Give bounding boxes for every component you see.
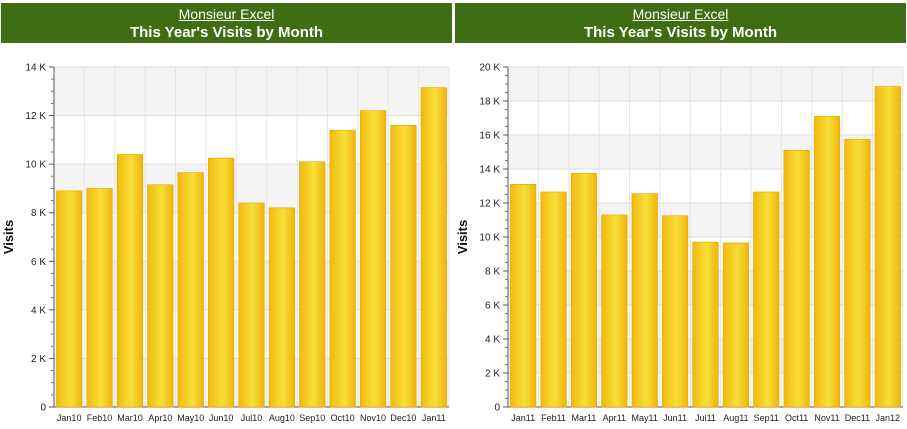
y-tick-label: 0 bbox=[494, 403, 500, 414]
bar-chart: 0 2 K 4 K 6 K 8 K 10 K 12 K 14 K 16 K 18 K 20 K Vis… bbox=[455, 63, 904, 423]
chart-title: This Year's Visits by Month bbox=[129, 24, 324, 41]
x-tick-label: Mar10 bbox=[117, 413, 143, 423]
x-tick-label: Aug11 bbox=[723, 413, 748, 423]
bar bbox=[420, 87, 447, 408]
bar bbox=[329, 129, 356, 408]
bar bbox=[601, 214, 628, 408]
bar bbox=[208, 157, 235, 408]
y-axis-label: Visits bbox=[1, 220, 16, 254]
y-tick-label: 10 K bbox=[479, 233, 500, 244]
y-tick-label: 18 K bbox=[479, 97, 500, 108]
grid-band bbox=[508, 67, 903, 101]
y-tick-label: 6 K bbox=[31, 257, 46, 268]
x-tick-label: Jul11 bbox=[695, 413, 716, 423]
bar bbox=[753, 191, 780, 408]
chart-panel-left: Monsieur Excel This Year's Visits by Mon… bbox=[1, 3, 452, 427]
bar-chart: 0 2 K 4 K 6 K 8 K 10 K 12 K 14 K Visits Jan10 Feb1… bbox=[1, 63, 450, 423]
y-tick-label: 12 K bbox=[25, 111, 46, 122]
bar bbox=[692, 241, 719, 408]
bar bbox=[662, 215, 689, 408]
bar bbox=[116, 154, 144, 408]
x-tick-label: Feb10 bbox=[87, 413, 113, 423]
y-tick-label: 2 K bbox=[485, 369, 500, 380]
chart-title: This Year's Visits by Month bbox=[583, 24, 778, 41]
bar bbox=[844, 138, 871, 408]
y-tick-label: 16 K bbox=[479, 131, 500, 142]
bar bbox=[783, 150, 810, 408]
y-tick-label: 12 K bbox=[479, 199, 500, 210]
y-tick-label: 14 K bbox=[25, 63, 46, 74]
chart-panel-right: Monsieur Excel This Year's Visits by Mon… bbox=[455, 3, 906, 427]
bar bbox=[359, 110, 387, 408]
y-axis-label: Visits bbox=[455, 220, 470, 254]
x-tick-label: Oct11 bbox=[785, 413, 808, 423]
x-tick-label: Jan11 bbox=[511, 413, 535, 423]
bar bbox=[510, 184, 537, 408]
x-tick-label: Jan12 bbox=[876, 413, 901, 423]
y-tick-label: 4 K bbox=[485, 335, 500, 346]
y-tick-label: 8 K bbox=[31, 208, 46, 219]
bar bbox=[147, 184, 174, 408]
x-tick-label: Apr11 bbox=[603, 413, 626, 423]
grid-band bbox=[508, 135, 903, 169]
x-tick-label: Sep11 bbox=[754, 413, 779, 423]
x-tick-label: May10 bbox=[177, 413, 204, 423]
bar bbox=[238, 202, 265, 408]
chart-header: Monsieur Excel This Year's Visits by Mon… bbox=[455, 3, 906, 43]
bar bbox=[540, 191, 567, 408]
site-link[interactable]: Monsieur Excel bbox=[178, 6, 275, 22]
x-tick-label: Aug10 bbox=[269, 413, 295, 423]
bar bbox=[299, 161, 326, 408]
chart-header: Monsieur Excel This Year's Visits by Mon… bbox=[1, 3, 452, 43]
x-tick-label: Oct10 bbox=[331, 413, 355, 423]
y-tick-label: 4 K bbox=[31, 305, 46, 316]
x-tick-label: Dec11 bbox=[845, 413, 870, 423]
x-tick-label: Jun11 bbox=[663, 413, 687, 423]
bar bbox=[570, 172, 598, 408]
bar bbox=[390, 124, 417, 408]
x-tick-label: Feb11 bbox=[541, 413, 566, 423]
bar bbox=[813, 116, 841, 408]
grid-band bbox=[508, 203, 903, 237]
y-tick-label: 20 K bbox=[479, 63, 500, 74]
x-tick-label: Nov11 bbox=[814, 413, 839, 423]
x-tick-label: Mar11 bbox=[572, 413, 597, 423]
x-tick-label: Jan11 bbox=[422, 413, 446, 423]
grid-band bbox=[54, 67, 449, 116]
x-tick-label: Apr10 bbox=[148, 413, 172, 423]
x-tick-label: May11 bbox=[632, 413, 658, 423]
bar bbox=[631, 193, 658, 408]
site-link[interactable]: Monsieur Excel bbox=[632, 6, 729, 22]
y-tick-label: 14 K bbox=[479, 165, 500, 176]
x-tick-label: Jan10 bbox=[57, 413, 82, 423]
bar bbox=[86, 188, 113, 408]
bar bbox=[874, 86, 901, 408]
x-tick-label: Dec10 bbox=[390, 413, 416, 423]
bar bbox=[177, 172, 204, 408]
x-tick-label: Sep10 bbox=[299, 413, 325, 423]
y-tick-label: 6 K bbox=[485, 301, 500, 312]
bar bbox=[268, 207, 295, 408]
y-tick-label: 8 K bbox=[485, 267, 500, 278]
y-tick-label: 0 bbox=[40, 403, 46, 414]
x-tick-label: Jun10 bbox=[209, 413, 234, 423]
y-tick-label: 2 K bbox=[31, 354, 46, 365]
x-tick-label: Nov10 bbox=[360, 413, 386, 423]
x-tick-label: Jul10 bbox=[241, 413, 263, 423]
y-tick-label: 10 K bbox=[25, 160, 46, 171]
bar bbox=[56, 190, 83, 408]
bar bbox=[722, 242, 749, 408]
